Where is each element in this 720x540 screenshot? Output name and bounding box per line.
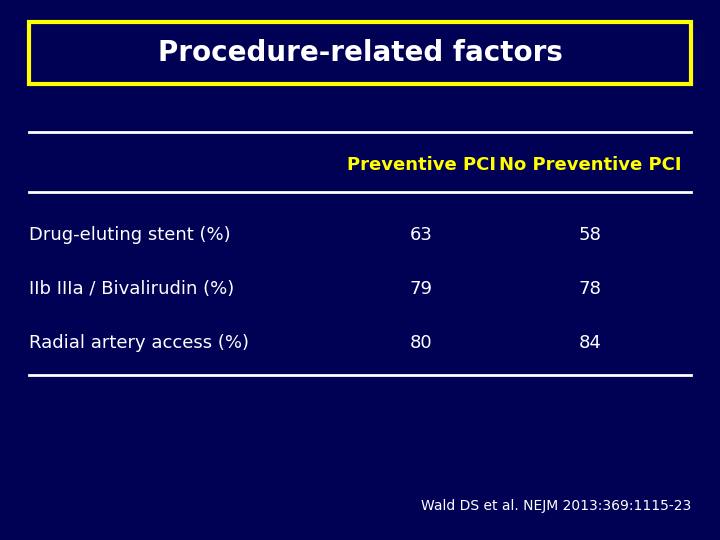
Text: 58: 58 (579, 226, 602, 244)
Text: 79: 79 (410, 280, 433, 298)
Text: No Preventive PCI: No Preventive PCI (499, 156, 682, 174)
Text: 84: 84 (579, 334, 602, 352)
Text: Wald DS et al. NEJM 2013:369:1115-23: Wald DS et al. NEJM 2013:369:1115-23 (421, 499, 691, 513)
Text: Procedure-related factors: Procedure-related factors (158, 39, 562, 66)
Text: Drug-eluting stent (%): Drug-eluting stent (%) (29, 226, 230, 244)
Text: 78: 78 (579, 280, 602, 298)
Text: IIb IIIa / Bivalirudin (%): IIb IIIa / Bivalirudin (%) (29, 280, 234, 298)
Text: 63: 63 (410, 226, 433, 244)
Text: Preventive PCI: Preventive PCI (347, 156, 495, 174)
FancyBboxPatch shape (29, 22, 691, 84)
Text: Radial artery access (%): Radial artery access (%) (29, 334, 249, 352)
Text: 80: 80 (410, 334, 433, 352)
